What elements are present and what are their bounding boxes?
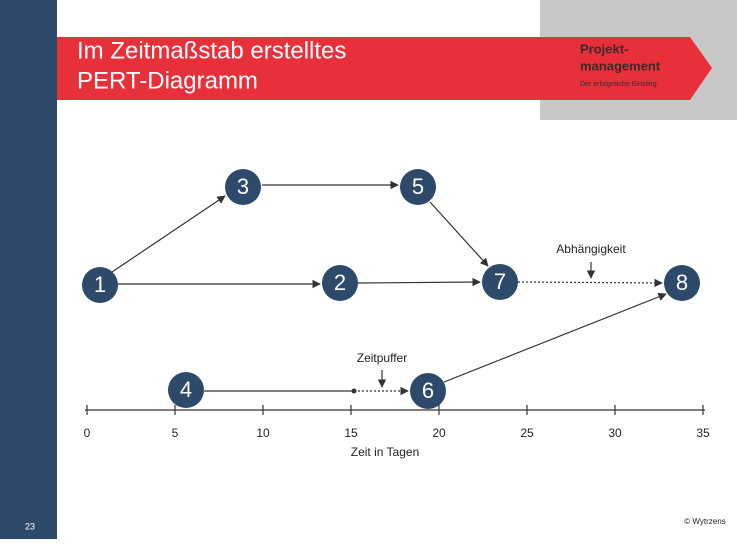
- tick-label: 30: [608, 426, 622, 440]
- axis-label: Zeit in Tagen: [351, 445, 420, 459]
- tick-label: 0: [84, 426, 91, 440]
- node-label: 1: [94, 272, 106, 297]
- edges: [111, 180, 667, 396]
- book-title: management: [580, 58, 661, 73]
- tick-label: 25: [520, 426, 534, 440]
- book-subtitle: Der erfolgreiche Einstieg: [580, 81, 657, 88]
- node: [410, 373, 446, 409]
- node-label: 5: [412, 174, 424, 199]
- book-title: Projekt-: [580, 41, 628, 56]
- title-line: Im Zeitmaßstab erstelltes: [77, 37, 346, 64]
- edge: [443, 292, 667, 383]
- banner: [57, 37, 712, 100]
- tick-label: 35: [696, 426, 710, 440]
- tick-label: 5: [172, 426, 179, 440]
- node: [482, 264, 518, 300]
- node-label: 2: [334, 270, 346, 295]
- slack-point: [351, 388, 357, 394]
- node: [168, 372, 204, 408]
- node: [82, 267, 118, 303]
- node-label: 3: [237, 174, 249, 199]
- node: [400, 169, 436, 205]
- dynamic: 0 5 10 15 20 25 30 35 1 2 3 4 5 6 7 8: [82, 169, 710, 440]
- node-label: 4: [180, 377, 192, 402]
- node-label: 8: [676, 270, 688, 295]
- title-line: PERT-Diagramm: [77, 67, 258, 94]
- edge: [111, 195, 226, 273]
- tick-label: 15: [344, 426, 358, 440]
- annotation: Abhängigkeit: [556, 242, 626, 256]
- node: [322, 265, 358, 301]
- page-number: 23: [25, 521, 35, 531]
- node: [225, 169, 261, 205]
- node-label: 7: [494, 269, 506, 294]
- copyright: © Wytrzens: [684, 517, 725, 526]
- sidebar: [0, 0, 57, 539]
- sidebar-text: Projektplanung – Terminplanung: [25, 270, 40, 456]
- tick-label: 10: [256, 426, 270, 440]
- node: [664, 265, 700, 301]
- node-label: 6: [422, 378, 434, 403]
- tick-label: 20: [432, 426, 446, 440]
- edge-dependency: [517, 278, 663, 288]
- edge: [429, 201, 489, 267]
- edge: [357, 277, 481, 287]
- annotation: Zeitpuffer: [357, 351, 407, 365]
